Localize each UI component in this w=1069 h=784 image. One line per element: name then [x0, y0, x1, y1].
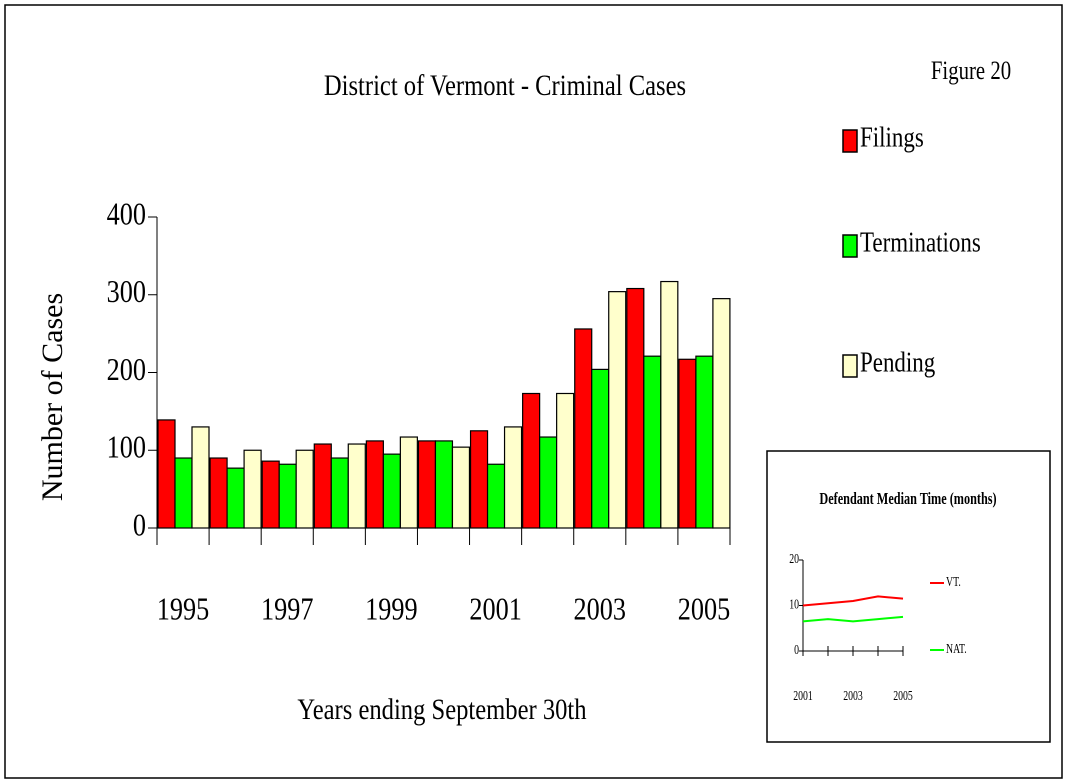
legend-label: Terminations — [860, 226, 981, 258]
y-tick-label: 400 — [107, 197, 146, 232]
x-tick-label: 2005 — [678, 592, 730, 627]
figure-label: Figure 20 — [931, 57, 1011, 86]
bar — [365, 440, 384, 529]
y-tick-label: 20 — [789, 550, 799, 566]
x-tick-label: 2001 — [469, 592, 521, 627]
x-tick-label: 1995 — [157, 592, 209, 627]
legend-swatch — [842, 354, 858, 378]
x-tick-label: 2005 — [893, 687, 913, 703]
bar — [678, 358, 697, 529]
inset-frame — [766, 450, 1051, 743]
legend-label: Pending — [860, 346, 935, 378]
y-tick-label: 0 — [794, 641, 799, 657]
line — [802, 615, 904, 623]
bar — [712, 298, 731, 529]
x-axis-label: Years ending September 30th — [297, 693, 586, 726]
bar — [660, 280, 679, 529]
x-tick-label: 1997 — [261, 592, 313, 627]
bar — [330, 457, 349, 529]
bar — [574, 328, 593, 529]
y-tick-label: 300 — [107, 275, 146, 310]
bar — [261, 460, 280, 529]
bar — [209, 457, 228, 529]
bar — [434, 440, 454, 529]
bar — [347, 443, 366, 529]
bar — [556, 392, 575, 529]
bar — [399, 436, 418, 529]
bar — [191, 426, 210, 529]
bar — [313, 443, 332, 529]
legend-label: VT. — [946, 573, 961, 589]
line — [802, 595, 904, 607]
bar — [522, 392, 541, 529]
bar — [278, 463, 297, 529]
bar — [226, 467, 245, 529]
legend-swatch — [842, 129, 858, 153]
bar — [695, 355, 714, 529]
y-axis-label: Number of Cases — [36, 293, 69, 501]
x-tick-label: 1999 — [365, 592, 417, 627]
bar — [157, 419, 176, 529]
x-tick-label: 2001 — [793, 687, 813, 703]
bar — [295, 449, 314, 529]
x-tick-label: 2003 — [843, 687, 863, 703]
bar — [243, 449, 262, 529]
legend-label: NAT. — [946, 640, 967, 656]
inset-title: Defendant Median Time (months) — [819, 490, 996, 508]
bar — [417, 440, 437, 529]
y-tick-label: 10 — [789, 596, 799, 612]
bar — [626, 287, 645, 529]
bar — [591, 368, 610, 529]
y-tick-label: 200 — [107, 353, 146, 388]
bar — [451, 446, 471, 529]
x-tick-label: 2003 — [574, 592, 626, 627]
bar — [503, 426, 523, 529]
bar — [382, 453, 401, 529]
bar — [608, 291, 627, 529]
legend-label: Filings — [860, 121, 924, 153]
bar — [486, 463, 506, 529]
y-tick-label: 0 — [133, 508, 146, 543]
bar — [539, 436, 558, 529]
legend-swatch — [842, 234, 858, 258]
bar — [643, 355, 662, 529]
y-tick-label: 100 — [107, 430, 146, 465]
chart-title: District of Vermont - Criminal Cases — [324, 69, 686, 102]
bar — [174, 457, 193, 529]
bar — [469, 430, 489, 529]
